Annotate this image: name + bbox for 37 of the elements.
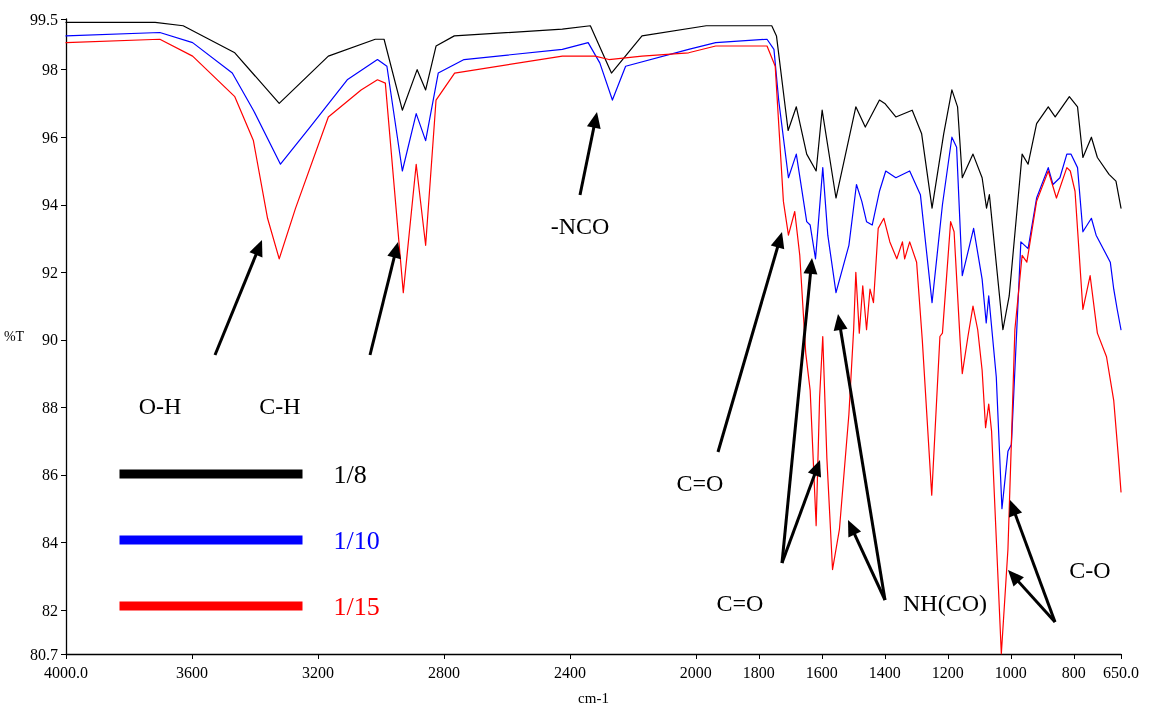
x-tick-label: 3600 [175, 663, 208, 681]
x-tick-label: 2400 [553, 663, 586, 681]
annotation: NH(CO) [903, 589, 987, 616]
x-tick-label: 1000 [994, 663, 1027, 681]
annotation: C=O [716, 589, 764, 616]
x-tick-label: 1200 [931, 663, 964, 681]
y-axis-title: %T [3, 329, 25, 344]
annotation: C=O [676, 469, 724, 496]
x-tick-label: 1800 [742, 663, 775, 681]
y-tick-label: 92 [42, 263, 58, 281]
y-tick-label: 88 [42, 398, 58, 416]
annotation: C-H [259, 392, 301, 419]
annotation: -NCO [550, 212, 610, 239]
y-tick-label: 98 [42, 61, 58, 79]
y-tick-label: 84 [42, 534, 58, 552]
x-tick-label: 2800 [427, 663, 460, 681]
annotation: O-H [138, 392, 182, 419]
x-axis-title: cm-1 [578, 689, 609, 706]
annotation: C-O [1069, 556, 1111, 583]
y-tick-label: 82 [42, 601, 58, 619]
y-tick-label: 99.5 [30, 10, 58, 28]
y-tick-label: 94 [42, 196, 58, 214]
line-series [65, 31, 1122, 510]
y-tick-label: 96 [42, 128, 58, 146]
text: 1/10 [333, 525, 380, 555]
x-tick-label: 1600 [805, 663, 838, 681]
x-tick-label: 1400 [868, 663, 901, 681]
y-tick-label: 80.7 [30, 645, 58, 663]
x-tick-label: 800 [1061, 663, 1086, 681]
y-tick-label: 86 [42, 466, 58, 484]
x-tick-label: 4000.0 [44, 663, 88, 681]
x-tick-label: 3200 [301, 663, 334, 681]
y-tick-label: 90 [42, 331, 58, 349]
text: 1/8 [333, 459, 367, 489]
x-tick-label: 2000 [679, 663, 712, 681]
text: 1/15 [333, 591, 380, 621]
x-tick-label: 650.0 [1103, 663, 1139, 681]
